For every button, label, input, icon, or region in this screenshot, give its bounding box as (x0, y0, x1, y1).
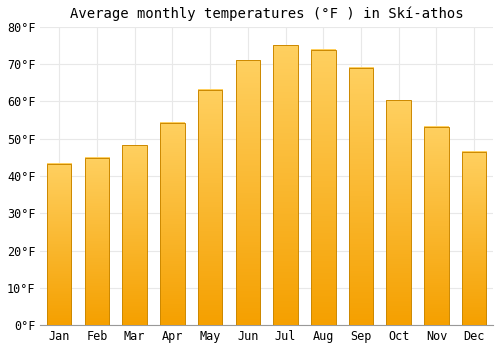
Bar (122, 145, 147, 325)
Bar (348, 68, 374, 325)
Bar (386, 100, 411, 325)
Bar (84, 158, 109, 325)
Bar (236, 60, 260, 325)
Bar (462, 152, 486, 325)
Bar (424, 127, 448, 325)
Bar (198, 90, 222, 325)
Title: Average monthly temperatures (°F ) in Skí­athos: Average monthly temperatures (°F ) in Sk… (70, 7, 464, 21)
Bar (160, 123, 184, 325)
Bar (47, 164, 72, 325)
Bar (311, 50, 336, 325)
Bar (274, 46, 298, 325)
